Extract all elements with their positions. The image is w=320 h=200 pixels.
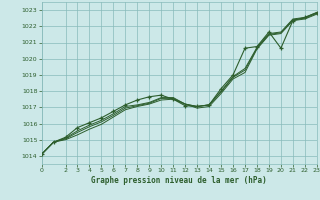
X-axis label: Graphe pression niveau de la mer (hPa): Graphe pression niveau de la mer (hPa) [91,176,267,185]
